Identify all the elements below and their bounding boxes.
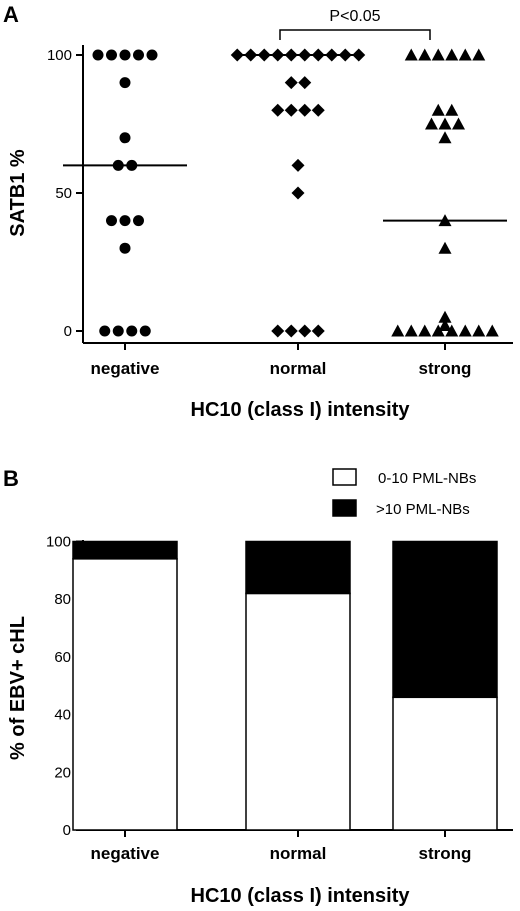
data-point-strong	[458, 324, 472, 337]
data-point-strong	[431, 324, 445, 337]
data-point-strong	[391, 324, 405, 337]
panel-b-y-axis-title: % of EBV+ cHL	[7, 616, 29, 760]
data-point-negative	[99, 325, 111, 337]
data-point-negative	[139, 325, 151, 337]
data-point-normal	[291, 186, 305, 200]
panel-a-y-axis-title: SATB1 %	[7, 149, 29, 237]
y-tick-label: 0	[63, 822, 71, 839]
panel-a-x-axis-title: HC10 (class I) intensity	[191, 399, 411, 421]
panel-a-y-ticks: 0 50 100	[47, 47, 83, 340]
significance-label: P<0.05	[329, 8, 380, 25]
legend-swatch-gt10	[332, 499, 357, 517]
panel-a-medians	[63, 54, 507, 222]
legend: 0-10 PML-NBs >10 PML-NBs	[332, 468, 476, 518]
data-point-strong	[438, 310, 452, 323]
data-point-strong	[438, 241, 452, 254]
data-point-negative	[119, 242, 131, 254]
data-point-strong	[425, 117, 438, 130]
data-point-negative	[106, 49, 117, 61]
data-point-strong	[438, 117, 452, 130]
bar-negative-low	[72, 558, 178, 831]
data-point-normal	[311, 324, 325, 338]
data-point-strong	[438, 131, 452, 144]
legend-label-0-10: 0-10 PML-NBs	[378, 470, 476, 487]
bar-normal-high	[245, 540, 351, 595]
data-point-negative	[112, 325, 124, 337]
category-label-strong: strong	[419, 844, 472, 863]
data-point-normal	[271, 103, 285, 117]
legend-label-gt10: >10 PML-NBs	[376, 501, 470, 518]
data-point-negative	[106, 215, 117, 227]
category-label-normal: normal	[270, 844, 327, 863]
panel-a-letter: A	[3, 2, 19, 27]
legend-swatch-0-10	[332, 468, 357, 486]
data-point-strong	[445, 48, 459, 61]
panel-a-category-labels: negative normal strong	[91, 343, 472, 378]
data-point-normal	[271, 324, 285, 338]
y-tick-label: 20	[54, 764, 71, 781]
panel-b-x-axis-title: HC10 (class I) intensity	[191, 885, 411, 907]
data-point-normal	[284, 76, 298, 90]
data-point-negative	[119, 77, 131, 89]
data-point-strong	[431, 48, 445, 61]
data-point-strong	[445, 324, 459, 337]
data-point-negative	[119, 132, 131, 144]
data-point-strong	[472, 324, 486, 337]
category-label-normal: normal	[270, 359, 327, 378]
data-point-strong	[472, 48, 486, 61]
bar-strong-high	[392, 540, 498, 699]
bar-normal-low	[245, 592, 351, 831]
data-point-strong	[438, 318, 452, 331]
bar-strong-low	[392, 696, 498, 831]
data-point-normal	[284, 103, 298, 117]
data-point-normal	[291, 158, 305, 172]
panel-b-letter: B	[3, 466, 19, 491]
data-point-strong	[431, 103, 445, 116]
y-tick-label: 50	[55, 185, 72, 202]
data-point-normal	[284, 324, 298, 338]
y-tick-label: 80	[54, 591, 71, 608]
y-tick-label: 100	[46, 534, 71, 551]
data-point-normal	[298, 103, 312, 117]
panel-b: B % of EBV+ cHL 0 20 40 60 80 100 negative nor…	[3, 466, 513, 907]
data-point-strong	[458, 48, 472, 61]
data-point-negative	[146, 49, 158, 61]
category-label-negative: negative	[91, 359, 160, 378]
panel-a-points	[92, 48, 499, 338]
data-point-negative	[126, 325, 138, 337]
data-point-strong	[452, 117, 465, 130]
data-point-normal	[311, 103, 325, 117]
data-point-negative	[92, 49, 104, 61]
y-tick-label: 0	[64, 323, 72, 340]
data-point-strong	[404, 324, 418, 337]
y-tick-label: 100	[47, 47, 72, 64]
panel-a: A SATB1 % 0 50 100 negative normal strong P<…	[3, 2, 513, 421]
data-point-negative	[133, 215, 144, 227]
data-point-strong	[418, 48, 432, 61]
data-point-strong	[418, 324, 432, 337]
data-point-strong	[404, 48, 418, 61]
data-point-strong	[445, 103, 459, 116]
panel-b-category-labels: negative normal strong	[91, 830, 472, 863]
category-label-negative: negative	[91, 844, 160, 863]
y-tick-label: 60	[54, 649, 71, 666]
data-point-normal	[298, 324, 312, 338]
data-point-normal	[298, 76, 312, 90]
bar-negative-high	[72, 540, 178, 560]
data-point-negative	[133, 49, 144, 61]
y-tick-label: 40	[54, 707, 71, 724]
data-point-negative	[119, 49, 131, 61]
panel-b-bars	[72, 540, 498, 831]
category-label-strong: strong	[419, 359, 472, 378]
data-point-negative	[119, 215, 131, 227]
significance-bracket: P<0.05	[279, 8, 431, 40]
data-point-strong	[485, 324, 499, 337]
